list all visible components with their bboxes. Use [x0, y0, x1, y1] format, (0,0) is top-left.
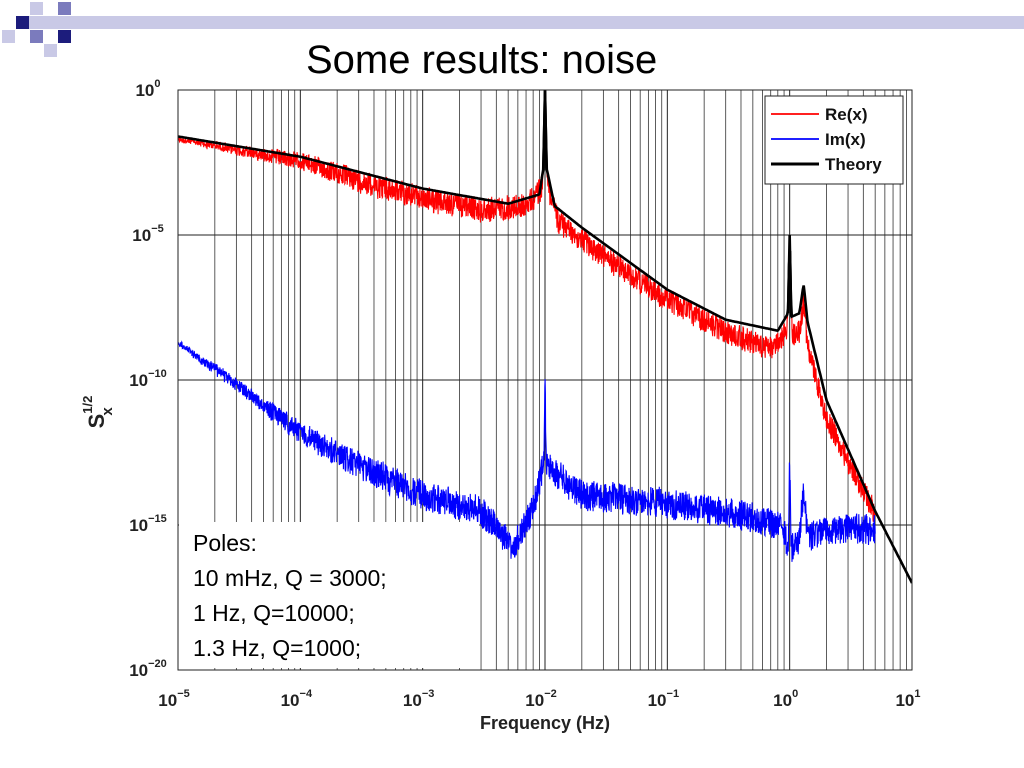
x-tick-label: 100	[773, 688, 798, 710]
x-tick-label: 10−4	[281, 688, 313, 710]
annotation-line: 1 Hz, Q=10000;	[193, 600, 355, 626]
theory-resonance-peak	[786, 234, 793, 317]
y-tick-label: 10−10	[129, 368, 167, 390]
y-tick-label: 10−5	[132, 223, 163, 245]
y-tick-label: 100	[135, 78, 160, 100]
legend-box	[764, 95, 904, 185]
x-tick-label: 10−1	[648, 688, 679, 710]
legend-entry: Re(x)	[825, 105, 868, 124]
y-tick-label: 10−15	[129, 513, 167, 535]
series-imx-line	[178, 340, 876, 562]
slide-decoration	[2, 2, 1024, 57]
theory-resonance-peak	[542, 90, 548, 169]
legend-entry: Theory	[825, 155, 882, 174]
x-tick-label: 10−2	[525, 688, 556, 710]
annotation-line: 1.3 Hz, Q=1000;	[193, 635, 362, 661]
y-tick-label: 10−20	[129, 658, 167, 680]
poles-annotation: Poles: 10 mHz, Q = 3000; 1 Hz, Q=10000; …	[179, 522, 479, 668]
annotation-line: Poles:	[193, 530, 257, 556]
annotation-line: 10 mHz, Q = 3000;	[193, 565, 387, 591]
plot-frame	[177, 89, 913, 671]
x-axis-label: Frequency (Hz)	[480, 713, 610, 733]
x-tick-label: 101	[895, 688, 920, 710]
y-axis-label: S1/2 x	[80, 396, 116, 429]
x-tick-label: 10−5	[158, 688, 189, 710]
x-tick-label: 10−3	[403, 688, 434, 710]
legend-entry: Im(x)	[825, 130, 866, 149]
slide-title: Some results: noise	[294, 30, 746, 90]
